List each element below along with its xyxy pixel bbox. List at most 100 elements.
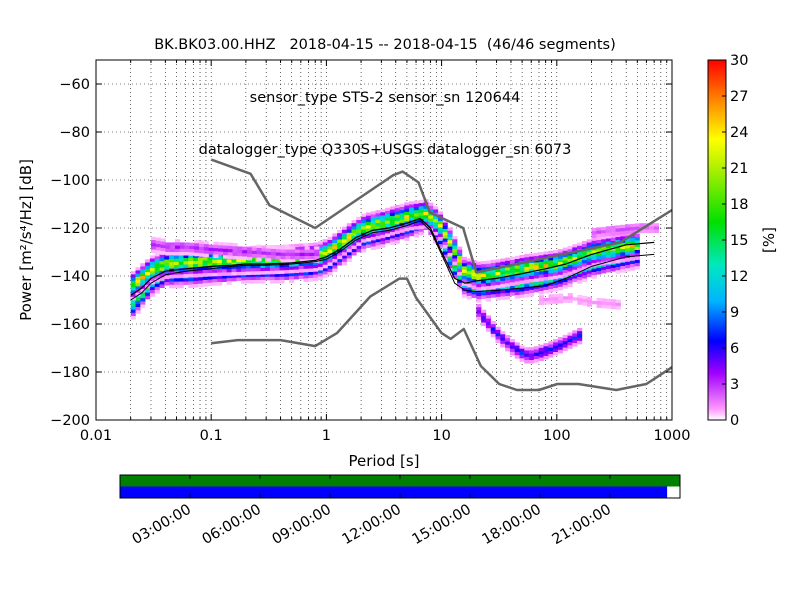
density-cell <box>274 267 280 271</box>
density-cell <box>145 265 151 270</box>
density-cell <box>361 236 367 240</box>
density-cell <box>250 271 256 275</box>
density-cell <box>351 229 357 234</box>
density-cell <box>634 243 640 248</box>
density-cell <box>207 276 213 280</box>
density-cell <box>519 258 525 262</box>
density-cell <box>332 265 338 269</box>
density-cell <box>135 289 141 294</box>
density-cell <box>284 263 290 268</box>
density-cell <box>629 223 635 228</box>
density-cell <box>271 248 277 253</box>
density-cell <box>341 239 347 243</box>
density-cell <box>332 233 338 237</box>
y-axis: −60 −80 −100 −120 −140 −160 −180 −200 <box>50 77 672 429</box>
density-cell <box>572 247 578 251</box>
density-cell <box>356 236 362 240</box>
density-cell <box>223 255 229 259</box>
density-cell <box>524 284 530 288</box>
density-cell <box>505 341 511 345</box>
density-cell <box>505 286 511 290</box>
density-cell <box>304 256 310 260</box>
density-cell <box>634 253 640 257</box>
density-cell <box>519 254 525 259</box>
density-cell <box>625 251 631 255</box>
density-cell <box>548 289 554 293</box>
density-cell <box>356 239 362 243</box>
density-cell <box>365 234 371 239</box>
density-cell <box>572 297 578 301</box>
density-cell <box>615 231 621 236</box>
density-cell <box>275 255 281 260</box>
density-cell <box>154 275 160 280</box>
density-cell <box>620 269 626 273</box>
density-cell <box>337 230 343 234</box>
density-cell <box>543 355 549 360</box>
density-cell <box>275 246 281 250</box>
y-tick-label: −100 <box>50 173 90 189</box>
density-cell <box>601 226 607 231</box>
density-cell <box>309 249 315 254</box>
density-cell <box>572 263 578 267</box>
density-cell <box>317 244 323 248</box>
density-cell <box>452 265 458 269</box>
density-cell <box>375 229 381 233</box>
density-cell <box>212 260 218 264</box>
density-cell <box>505 347 511 352</box>
density-cell <box>557 271 563 276</box>
density-cell <box>529 289 535 294</box>
density-cell <box>237 256 243 260</box>
density-cell <box>370 243 376 247</box>
x-tick-label: 1000 <box>654 428 691 444</box>
density-cell <box>433 215 439 220</box>
density-cell <box>241 259 247 263</box>
density-cell <box>514 355 520 359</box>
density-cell <box>199 253 205 257</box>
density-cell <box>471 282 477 286</box>
density-cell <box>625 245 631 249</box>
density-cell <box>193 267 199 271</box>
density-cell <box>154 259 160 264</box>
density-cell <box>197 270 203 274</box>
density-cell <box>232 255 238 260</box>
density-cell <box>250 268 256 272</box>
density-cell <box>341 261 347 266</box>
density-cell <box>509 342 515 346</box>
density-cell <box>289 279 295 283</box>
density-cell <box>437 217 443 222</box>
density-cell <box>529 286 535 291</box>
density-cell <box>490 279 496 283</box>
density-cell <box>317 241 323 245</box>
density-cell <box>644 229 650 234</box>
density-cell <box>634 226 640 231</box>
density-cell <box>151 240 157 244</box>
density-cell <box>370 246 376 250</box>
density-cell <box>538 271 544 275</box>
density-cell <box>629 260 635 265</box>
density-cell <box>596 246 602 250</box>
density-cell <box>337 246 343 250</box>
density-cell <box>265 270 271 275</box>
density-cell <box>428 231 434 236</box>
density-cell <box>485 279 491 284</box>
density-cell <box>481 295 487 299</box>
density-cell <box>442 219 448 223</box>
density-cell <box>533 256 539 260</box>
density-cell <box>404 211 410 216</box>
density-cell <box>236 259 242 263</box>
density-cell <box>375 245 381 249</box>
density-cell <box>500 331 506 335</box>
density-cell <box>548 273 554 277</box>
density-cell <box>227 245 233 250</box>
density-cell <box>245 273 251 278</box>
density-cell <box>596 267 602 272</box>
density-cell <box>562 263 568 268</box>
density-cell <box>194 249 200 254</box>
density-cell <box>601 252 607 256</box>
density-cell <box>485 270 491 274</box>
density-cell <box>212 279 218 283</box>
density-cell <box>605 265 611 270</box>
density-cell <box>145 259 151 263</box>
density-cell <box>586 239 592 243</box>
density-cell <box>203 240 209 245</box>
